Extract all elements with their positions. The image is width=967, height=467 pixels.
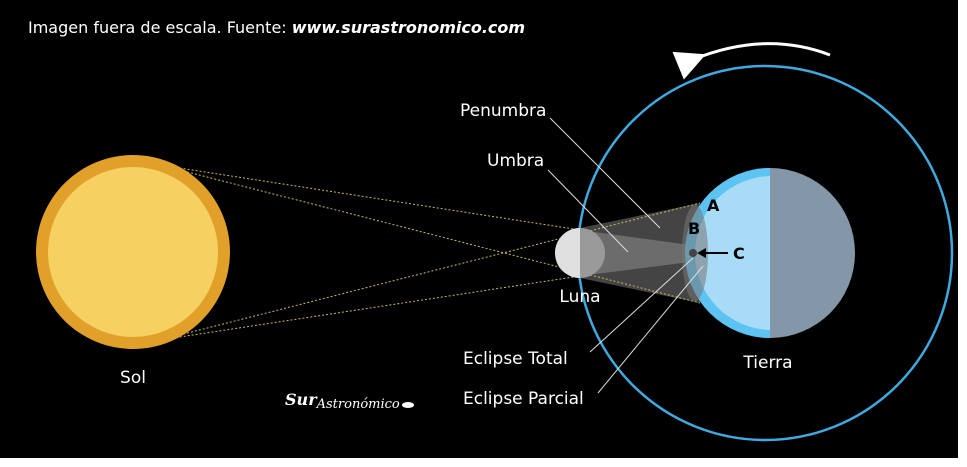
penumbra-label: Penumbra [460, 101, 546, 121]
a-label: A [707, 196, 720, 215]
c-arrowhead [697, 248, 706, 258]
sun-label: Sol [120, 368, 146, 388]
c-label: C [733, 244, 745, 263]
rays [159, 164, 701, 341]
moon-lit [555, 228, 580, 278]
umbra-cone [580, 230, 690, 276]
b-label: B [688, 219, 700, 238]
partial-label: Eclipse Parcial [463, 389, 584, 409]
umbra-pointer [547, 169, 629, 253]
umbra-label: Umbra [487, 151, 544, 171]
sun-core [48, 167, 218, 337]
total-pointer [589, 257, 694, 353]
total-label: Eclipse Total [463, 349, 568, 369]
earth-lit [695, 176, 770, 330]
umbra-spot [689, 249, 697, 257]
earth-label: Tierra [742, 353, 792, 373]
logo-comet [402, 402, 414, 408]
logo: SurAstronómico [285, 390, 400, 412]
penumbra-pointer [549, 117, 661, 229]
orbit-arrow [672, 42, 831, 80]
partial-pointer [597, 265, 704, 394]
moon-label: Luna [559, 287, 600, 307]
caption: Imagen fuera de escala. Fuente: www.sura… [28, 18, 525, 37]
